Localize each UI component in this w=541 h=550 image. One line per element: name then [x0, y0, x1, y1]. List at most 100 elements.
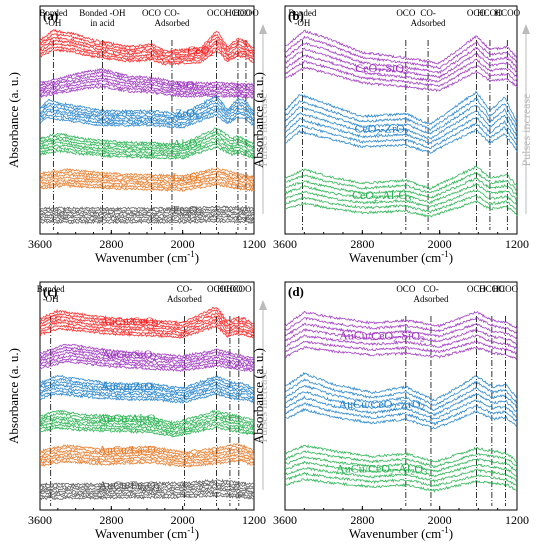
x-tick-label: 1200	[242, 237, 266, 251]
series-label: AuCu/Al2O3	[99, 411, 160, 426]
subscript: 2	[209, 49, 213, 58]
x-axis-label-main: Wavenumber (cm	[349, 250, 441, 265]
x-tick-label: 2800	[99, 237, 123, 251]
spectrum-line	[39, 458, 255, 468]
spectrum-line	[39, 175, 255, 185]
spectrum-line	[39, 45, 255, 64]
formula-part: AuCu/CeO	[339, 328, 393, 342]
pulses-increase-label: Pulses increase	[256, 94, 270, 167]
subscript: 2	[393, 334, 397, 343]
formula-part: O	[189, 137, 198, 151]
peak-annotation: -OH	[45, 18, 61, 28]
spectrum-line	[39, 133, 255, 151]
subscript: 3	[197, 143, 201, 152]
x-axis-label-main: Wavenumber (cm	[349, 526, 441, 541]
spectrum-line	[39, 351, 255, 366]
spectrum-line	[284, 340, 518, 355]
series-la2o3	[39, 167, 255, 193]
subscript: 2	[153, 385, 157, 394]
x-tick-label: 3600	[273, 513, 297, 527]
subscript: 2	[374, 194, 378, 203]
panel-label: (d)	[288, 284, 304, 299]
peak-annotation: in acid	[90, 18, 115, 28]
series-ceo2-sio2	[284, 29, 518, 93]
spectrum-line	[284, 334, 518, 350]
x-axis-label-end: )	[195, 250, 199, 265]
spectrum-line	[39, 357, 255, 371]
spectrum-line	[284, 371, 518, 402]
spectrum-line	[39, 447, 255, 459]
formula-part: SiO	[176, 78, 195, 92]
x-tick-label: 2000	[171, 237, 195, 251]
spectrum-line	[39, 343, 255, 360]
peak-annotation: OCO	[142, 8, 162, 18]
spectrum-line	[39, 170, 255, 181]
formula-part: -SiO	[397, 328, 420, 342]
spectrum-line	[39, 385, 255, 400]
x-tick-label: 3600	[28, 237, 52, 251]
subscript: 2	[185, 176, 189, 185]
formula-part: AuCu/CeO	[338, 397, 392, 411]
subscript: 2	[405, 127, 409, 136]
x-axis-label-end: )	[195, 526, 199, 541]
series-aucu-zro2	[39, 374, 255, 404]
subscript: 2	[185, 143, 189, 152]
peak-annotation: OCO	[467, 8, 487, 18]
panel-label: (b)	[288, 8, 304, 23]
formula-part: AuCu/SiO	[102, 347, 153, 361]
spectrum-line	[284, 471, 518, 487]
spectrum-line	[39, 39, 255, 59]
spectrum-line	[40, 28, 255, 53]
spectrum-line	[284, 390, 518, 417]
panel-label: (c)	[43, 284, 57, 299]
subscript: 2	[143, 449, 147, 458]
series-ceo2-zro2	[284, 90, 518, 154]
spectrum-line	[39, 312, 255, 331]
series-ceo2	[39, 28, 255, 66]
formula-part: O	[189, 170, 198, 184]
spectrum-line	[284, 316, 518, 335]
subscript: 3	[198, 176, 202, 185]
y-axis-label: Absorbance (a. u.)	[251, 72, 266, 168]
series-zro2	[39, 95, 255, 129]
peak-annotation: HCOO	[233, 8, 259, 18]
formula-part: -SiO	[381, 61, 404, 75]
subscript: 2	[410, 468, 414, 477]
spectrum-line	[39, 101, 255, 120]
subscript: 2	[394, 194, 398, 203]
subscript: 2	[421, 403, 425, 412]
peak-annotation: HCOO	[477, 8, 503, 18]
peak-annotation: Bonded -OH	[79, 8, 126, 18]
series-label: CeO2-Al2O3	[352, 188, 411, 203]
spectrum-line	[39, 79, 255, 95]
spectrum-line	[39, 35, 255, 57]
spectrum-line	[284, 444, 518, 463]
spectrum-line	[39, 425, 255, 438]
spectrum-line	[39, 82, 255, 98]
spectrum-line	[39, 420, 254, 434]
peak-annotation: -OH	[43, 294, 59, 304]
formula-part: CeO	[355, 61, 377, 75]
spectrum-line	[284, 110, 518, 140]
x-tick-label: 3600	[28, 513, 52, 527]
formula-part: O	[147, 411, 156, 425]
spectrum-line	[284, 104, 518, 135]
subscript: 2	[154, 320, 158, 329]
series-label: La2O3	[172, 170, 202, 185]
spectrum-line	[39, 489, 255, 496]
series-aucu-ceo2-sio2	[284, 310, 518, 361]
series-label: AuCu/CeO2-SiO2	[339, 328, 424, 343]
series-label: ZrO2	[175, 106, 199, 121]
spectrum-line	[39, 110, 255, 127]
formula-part: CeO	[187, 43, 209, 57]
spectrum-line	[284, 199, 518, 218]
spectrum-line	[39, 381, 255, 395]
peak-annotation: Bonded	[288, 8, 316, 18]
spectrum-line	[39, 415, 255, 430]
spectrum-line	[39, 217, 255, 223]
subscript: 3	[423, 468, 427, 477]
panel-b: (b) 3600 2800 2000 1200 Wavenumber (cm-1) Abso…	[251, 5, 533, 265]
formula-part: AuCu/CeO	[336, 462, 390, 476]
series-label: AuCu/La2O3	[98, 443, 160, 458]
spectrum-line	[39, 139, 255, 156]
